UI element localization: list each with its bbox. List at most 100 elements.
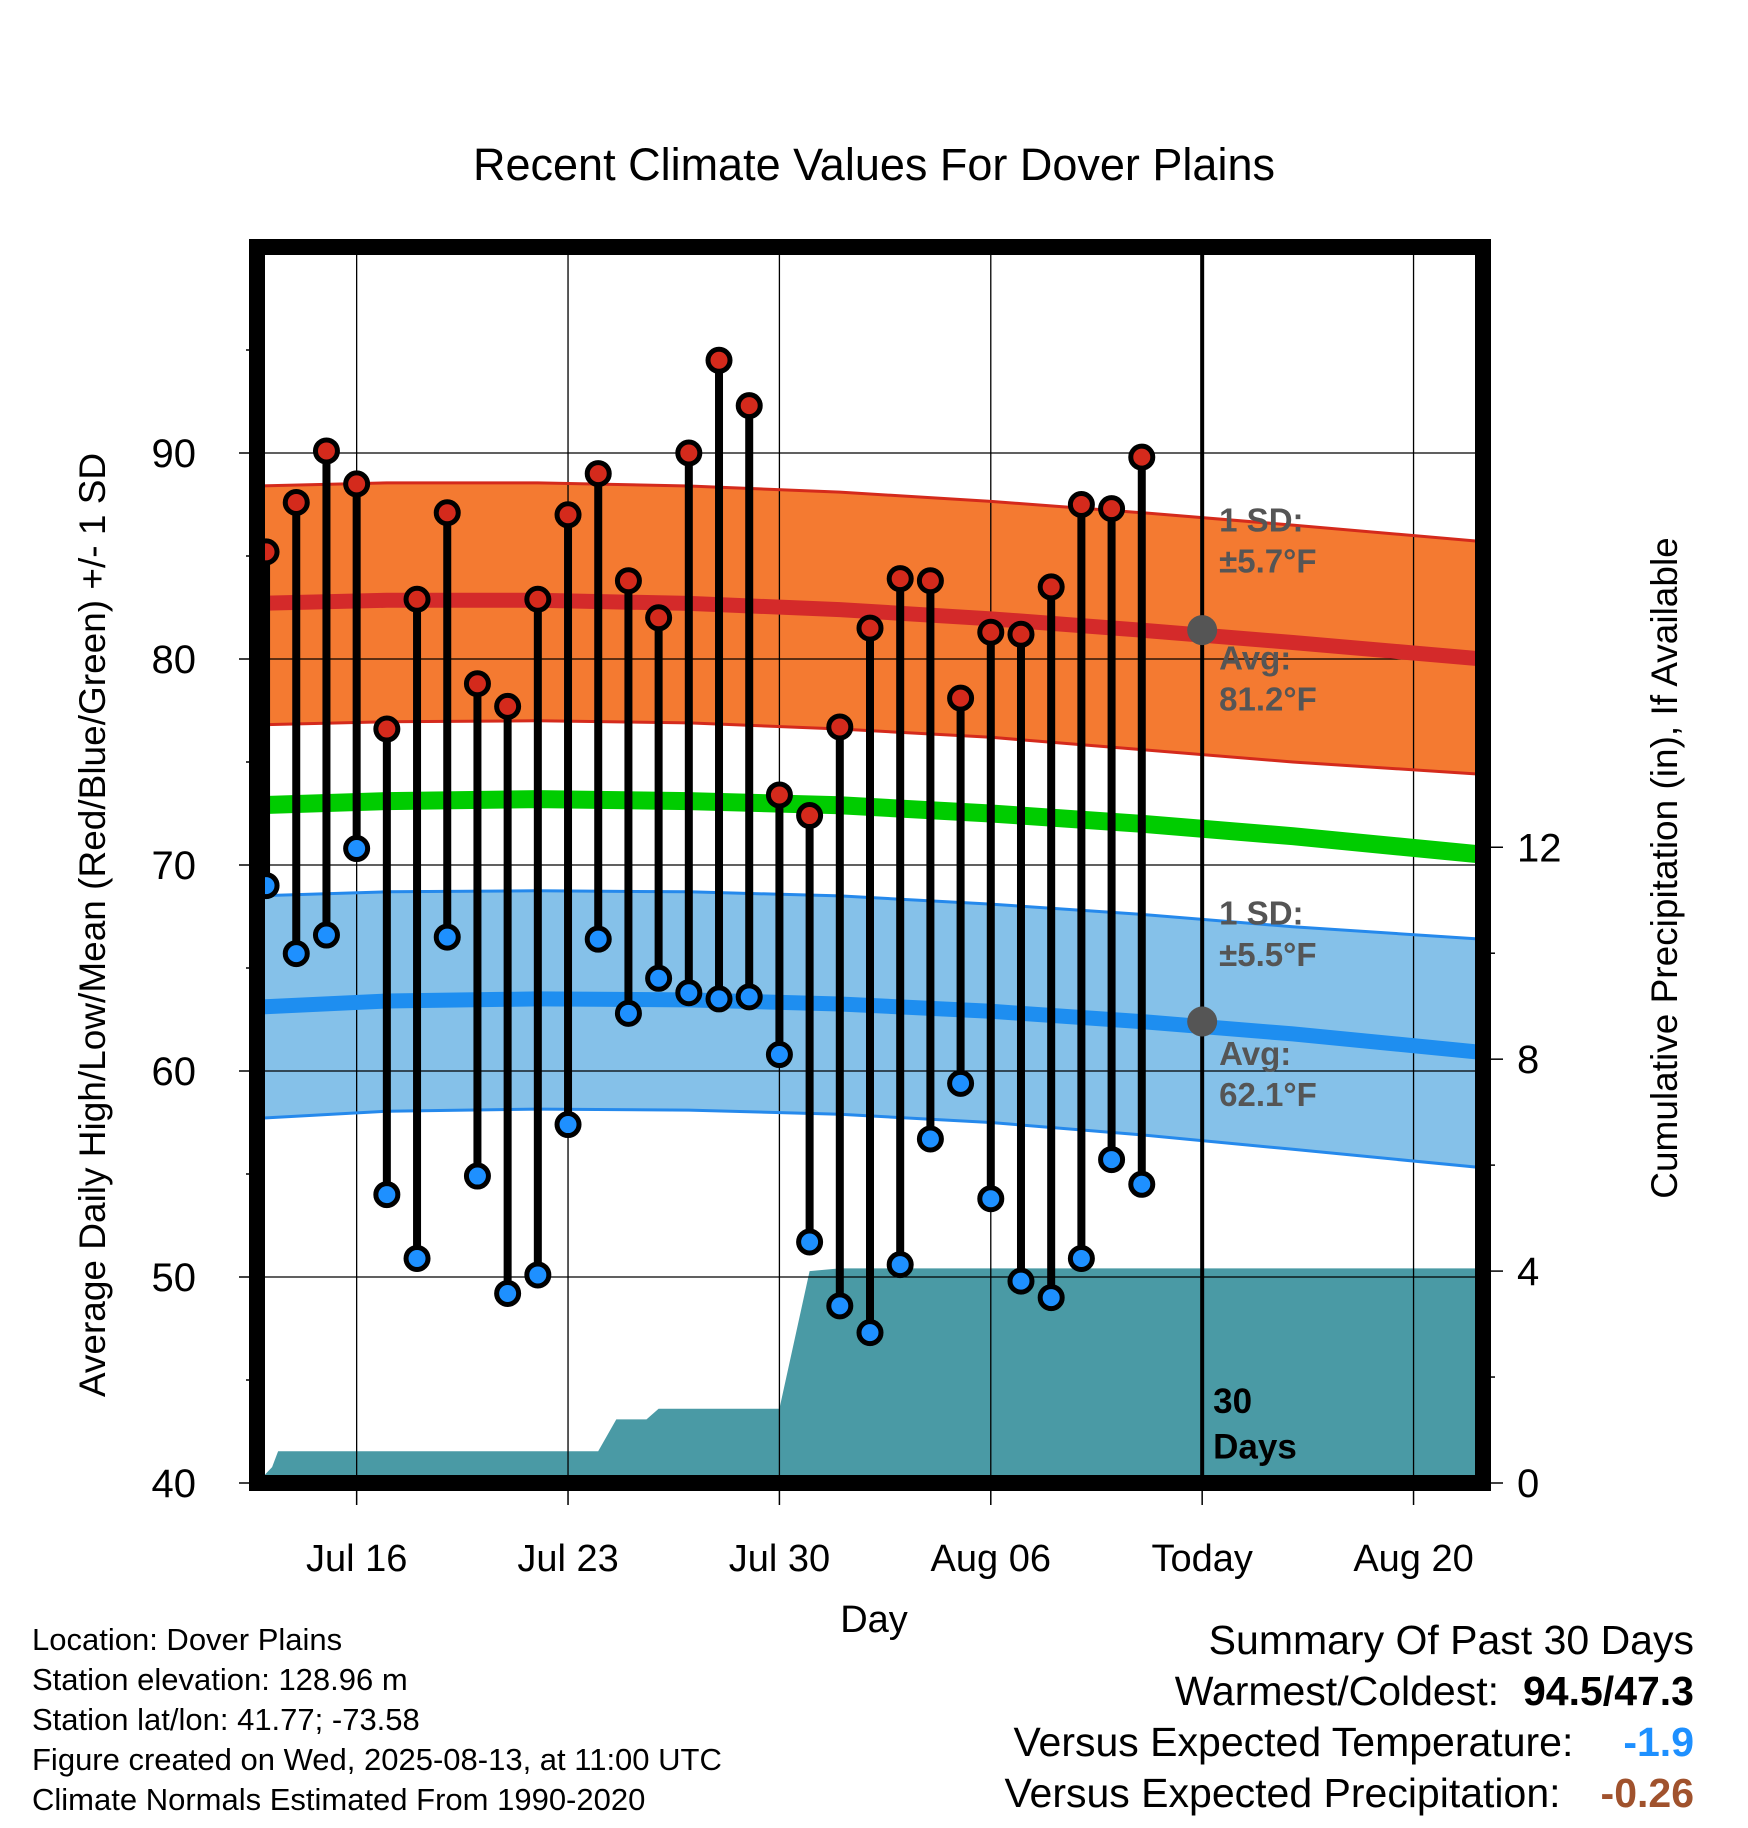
y-tick-label: 80 <box>152 638 197 682</box>
y-tick-label: 90 <box>152 432 197 476</box>
low-point <box>675 979 703 1007</box>
high-point <box>494 692 522 720</box>
high-upper-edge <box>257 481 1483 544</box>
x-tick-label: Jul 16 <box>306 1538 407 1580</box>
low-sd-label: 1 SD: <box>1219 895 1303 932</box>
high-point <box>1007 620 1035 648</box>
low-point <box>1007 1267 1035 1295</box>
y-tick-label: 40 <box>152 1462 197 1506</box>
high-point <box>1037 573 1065 601</box>
summary-temp-row: Versus Expected Temperature: -1.9 <box>1004 1717 1694 1768</box>
low-avg-marker <box>1187 1006 1218 1037</box>
high-point <box>1098 495 1126 523</box>
high-point <box>1067 491 1095 518</box>
high-point <box>705 346 733 374</box>
days-label-text: Days <box>1213 1427 1297 1466</box>
low-point <box>977 1185 1005 1213</box>
high-point <box>735 392 763 420</box>
x-tick-label: Jul 30 <box>729 1538 830 1580</box>
summary-title: Summary Of Past 30 Days <box>1208 1617 1694 1663</box>
plot-inner <box>257 247 1483 1483</box>
low-sd-value: ±5.5°F <box>1219 936 1316 973</box>
high-avg-label: Avg: <box>1219 639 1291 676</box>
low-point <box>282 940 310 968</box>
high-point <box>977 618 1005 646</box>
high-point <box>312 437 340 465</box>
station-info: Location: Dover Plains Station elevation… <box>32 1620 722 1820</box>
high-point <box>826 713 854 741</box>
low-avg-value: 62.1°F <box>1219 1076 1317 1113</box>
chart-title: Recent Climate Values For Dover Plains <box>473 139 1275 190</box>
warmest-value: 94.5/47.3 <box>1523 1668 1694 1714</box>
low-point <box>463 1162 491 1190</box>
high-point <box>675 439 703 467</box>
high-avg-value: 81.2°F <box>1219 681 1317 718</box>
y-axis-label: Average Daily High/Low/Mean (Red/Blue/Gr… <box>72 453 113 1397</box>
low-point <box>645 964 673 992</box>
high-point <box>796 802 824 830</box>
plot-frame <box>249 239 1491 1491</box>
summary-panel: Summary Of Past 30 Days Warmest/Coldest:… <box>1004 1615 1694 1819</box>
plot-area: 1 SD: ±5.7°F Avg: 81.2°F 1 SD: ±5.5°F Avg: 62.1… <box>152 239 1562 1580</box>
high-mean-line <box>257 592 1483 667</box>
low-point <box>554 1111 582 1139</box>
info-elevation: Station elevation: 128.96 m <box>32 1662 408 1697</box>
high-point <box>554 501 582 529</box>
days-label-number: 30 <box>1213 1382 1252 1421</box>
low-point <box>826 1292 854 1320</box>
y2-tick-label: 8 <box>1517 1038 1539 1082</box>
low-point <box>765 1041 793 1069</box>
temp-diff-value: -1.9 <box>1623 1719 1694 1765</box>
high-point <box>856 614 884 642</box>
high-point <box>947 684 975 712</box>
y2-tick-label: 0 <box>1517 1462 1539 1506</box>
x-tick-label: Aug 06 <box>931 1538 1051 1580</box>
low-point <box>1128 1170 1156 1198</box>
high-sd-value: ±5.7°F <box>1219 542 1316 579</box>
high-point <box>886 565 914 593</box>
high-point <box>584 460 612 488</box>
low-point <box>343 835 371 863</box>
high-point <box>282 488 310 516</box>
summary-precip-row: Versus Expected Precipitation: -0.26 <box>1004 1768 1694 1819</box>
high-point <box>916 567 944 595</box>
low-point <box>796 1228 824 1256</box>
low-point <box>373 1181 401 1209</box>
high-point <box>765 781 793 809</box>
low-point <box>886 1251 914 1279</box>
x-tick-label: Aug 20 <box>1353 1538 1473 1580</box>
low-point <box>735 983 763 1011</box>
x-tick-label: Jul 23 <box>517 1538 618 1580</box>
info-created: Figure created on Wed, 2025-08-13, at 11… <box>32 1742 722 1777</box>
y2-tick-label: 4 <box>1517 1250 1539 1294</box>
low-point <box>584 925 612 953</box>
x-tick-label: Today <box>1151 1538 1252 1580</box>
low-point <box>524 1261 552 1289</box>
high-sd-label: 1 SD: <box>1219 501 1303 538</box>
low-avg-label: Avg: <box>1219 1035 1291 1072</box>
high-point <box>645 604 673 632</box>
warmest-label: Warmest/Coldest: <box>1174 1668 1499 1714</box>
low-point <box>312 921 340 949</box>
high-point <box>614 567 642 595</box>
high-point <box>343 470 371 498</box>
temp-diff-label: Versus Expected Temperature: <box>1013 1719 1574 1765</box>
high-point <box>463 670 491 698</box>
low-point <box>433 923 461 951</box>
high-point <box>433 499 461 527</box>
low-point <box>947 1069 975 1097</box>
high-point <box>373 715 401 743</box>
precip-diff-value: -0.26 <box>1600 1770 1694 1816</box>
low-point <box>705 985 733 1013</box>
low-point <box>403 1244 431 1272</box>
x-axis-label: Day <box>840 1599 908 1641</box>
low-point <box>1067 1244 1095 1272</box>
low-point <box>856 1319 884 1347</box>
y2-tick-label: 12 <box>1517 826 1562 870</box>
y-tick-label: 60 <box>152 1050 197 1094</box>
y2-axis-label: Cumulative Precipitation (in), If Availa… <box>1644 537 1685 1199</box>
y-tick-label: 70 <box>152 844 197 888</box>
high-point <box>403 585 431 613</box>
low-point <box>614 999 642 1027</box>
